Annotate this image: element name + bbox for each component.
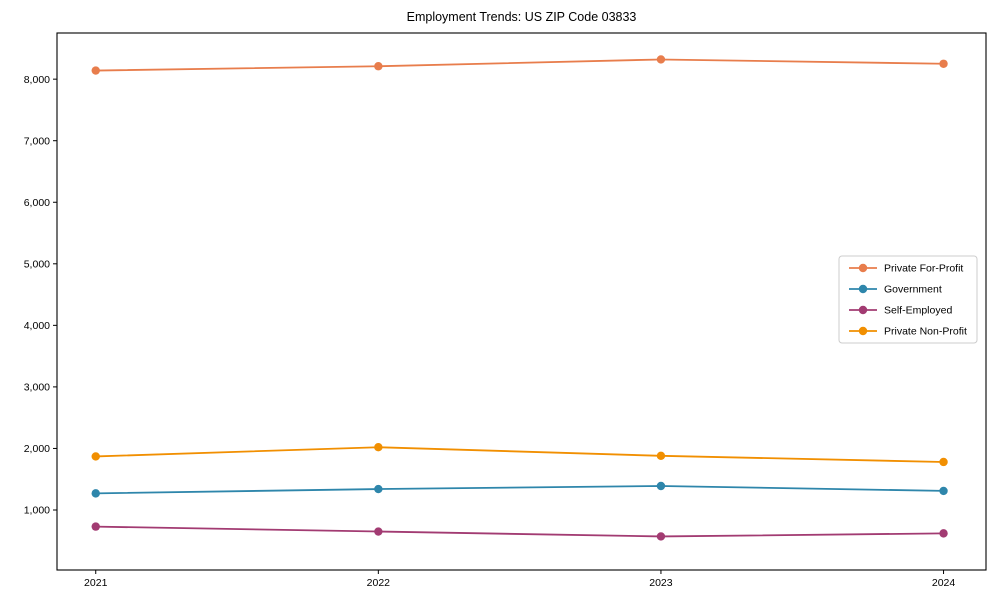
x-tick-label: 2022 bbox=[367, 577, 391, 589]
legend-label-government: Government bbox=[884, 284, 942, 296]
y-tick-label: 2,000 bbox=[24, 443, 50, 455]
y-tick-label: 8,000 bbox=[24, 74, 50, 86]
data-point-private-non-profit-2023 bbox=[656, 451, 666, 461]
legend-item-private-for-profit: Private For-Profit bbox=[849, 263, 963, 275]
y-tick-label: 7,000 bbox=[24, 135, 50, 147]
legend-item-self-employed: Self-Employed bbox=[849, 305, 952, 317]
legend-label-self-employed: Self-Employed bbox=[884, 305, 952, 317]
legend-marker-icon bbox=[858, 284, 868, 294]
y-tick-label: 3,000 bbox=[24, 381, 50, 393]
series-line-private-non-profit bbox=[95, 446, 944, 463]
plot-frame bbox=[56, 32, 987, 571]
data-point-government-2023 bbox=[656, 481, 666, 491]
data-point-self-employed-2022 bbox=[374, 527, 383, 536]
series-line-private-for-profit bbox=[95, 58, 944, 72]
y-tick-label: 5,000 bbox=[24, 258, 50, 270]
legend-label-private-non-profit: Private Non-Profit bbox=[884, 326, 967, 338]
legend-box bbox=[838, 255, 978, 344]
data-point-self-employed-2021 bbox=[91, 522, 100, 531]
data-point-government-2024 bbox=[939, 486, 948, 496]
data-point-private-non-profit-2021 bbox=[91, 452, 100, 461]
legend-marker-icon bbox=[858, 263, 868, 273]
series-line-self-employed bbox=[95, 525, 944, 538]
y-tick-label: 1,000 bbox=[24, 505, 50, 517]
x-tick-label: 2023 bbox=[649, 577, 673, 589]
data-point-private-for-profit-2021 bbox=[91, 66, 100, 75]
data-point-private-for-profit-2022 bbox=[374, 62, 383, 71]
data-point-private-non-profit-2022 bbox=[374, 443, 383, 452]
legend-label-private-for-profit: Private For-Profit bbox=[884, 263, 963, 275]
data-point-private-for-profit-2023 bbox=[656, 55, 666, 64]
data-point-private-for-profit-2024 bbox=[939, 59, 948, 68]
data-point-self-employed-2023 bbox=[656, 532, 666, 541]
legend-marker-icon bbox=[858, 326, 868, 336]
legend-item-government: Government bbox=[849, 284, 942, 296]
y-tick-label: 6,000 bbox=[24, 197, 50, 209]
legend: Private For-Profit Government Self-Employe… bbox=[838, 255, 978, 344]
legend-marker-icon bbox=[858, 305, 868, 315]
x-tick-label: 2021 bbox=[84, 577, 108, 589]
data-point-government-2022 bbox=[374, 484, 383, 494]
data-point-self-employed-2024 bbox=[939, 529, 948, 538]
chart-title: Employment Trends: US ZIP Code 03833 bbox=[406, 10, 637, 24]
data-point-government-2021 bbox=[91, 489, 100, 498]
y-tick-label: 4,000 bbox=[24, 320, 50, 332]
x-tick-label: 2024 bbox=[932, 577, 956, 589]
data-point-private-non-profit-2024 bbox=[939, 457, 948, 467]
legend-item-private-non-profit: Private Non-Profit bbox=[849, 326, 967, 338]
series-line-government bbox=[95, 485, 944, 495]
